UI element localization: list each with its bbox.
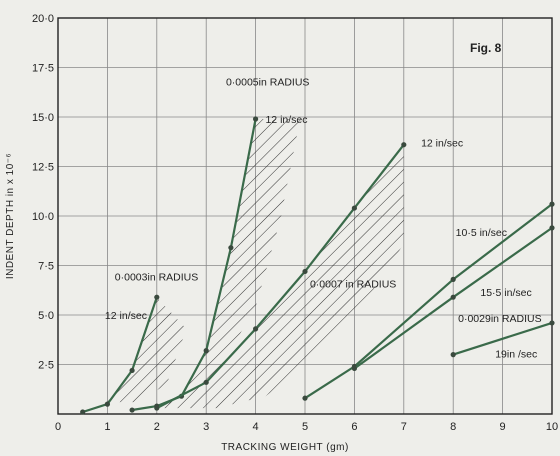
series-1-point-0 [129, 407, 135, 413]
x-tick-label: 0 [55, 421, 61, 433]
annotations: 0·0005in RADIUS 12 in/sec 12 in/sec 10·5 in… [105, 76, 542, 360]
x-tick-label: 7 [401, 421, 407, 433]
series-0-point-1 [104, 401, 110, 407]
y-tick-label: 2·5 [38, 360, 54, 372]
annotation-label-4: 0·0003in RADIUS [115, 271, 198, 283]
series-0-point-3 [154, 294, 160, 300]
x-tick-label: 1 [104, 421, 110, 433]
series-4-point-0 [351, 365, 357, 372]
hatched-regions [102, 119, 404, 410]
series-2-point-5 [401, 142, 407, 148]
x-tick-label: 9 [500, 421, 506, 433]
x-tick-label: 3 [203, 421, 209, 433]
series-2-point-0 [154, 405, 160, 411]
series-2-point-4 [351, 205, 357, 211]
series-1-point-4 [228, 245, 234, 251]
annotation-label-7: 15·5 in/sec [480, 287, 531, 299]
y-axis-label: INDENT DEPTH in x 10⁻⁶ [5, 153, 16, 279]
tick-labels: 0 1 2 3 4 5 6 7 8 9 10 2·5 5·0 7·5 10·0 12·5 15·0 17·5 20·… [32, 13, 558, 433]
series-5-point-1 [549, 320, 555, 326]
series-1-point-3 [203, 348, 209, 354]
x-axis-label: TRACKING WEIGHT (gm) [221, 442, 349, 453]
series-line-0 [82, 296, 158, 414]
series-line-1 [131, 118, 257, 412]
hatched-band-0 [132, 119, 301, 410]
hatched-band-2 [156, 144, 404, 409]
series-line-3 [304, 203, 553, 400]
y-tick-label: 5·0 [38, 310, 54, 322]
series-line-2 [156, 144, 405, 410]
annotation-label-1: 12 in/sec [265, 114, 307, 126]
series-1-point-5 [253, 116, 259, 122]
series-line-5 [452, 321, 553, 356]
series-3-point-3 [549, 201, 555, 207]
y-tick-label: 12·5 [32, 162, 54, 174]
y-tick-label: 7·5 [38, 261, 54, 273]
annotation-label-5: 12 in/sec [105, 310, 147, 322]
plot-frame [57, 17, 553, 415]
series-2-point-3 [302, 268, 308, 275]
series-0-point-2 [129, 367, 135, 374]
y-tick-label: 15·0 [32, 112, 54, 124]
series-5-point-0 [450, 352, 456, 358]
y-tick-label: 10·0 [32, 211, 54, 223]
x-tick-label: 8 [450, 421, 456, 433]
annotation-label-8: 0·0029in RADIUS [458, 313, 541, 325]
series-group [80, 116, 555, 415]
y-tick-label: 20·0 [32, 13, 54, 25]
series-3-point-0 [302, 395, 308, 401]
x-tick-label: 2 [154, 421, 160, 433]
x-tick-label: 5 [302, 421, 308, 433]
series-2-point-2 [253, 326, 259, 332]
chart-title: Fig. 8 [470, 41, 502, 55]
annotation-label-0: 0·0005in RADIUS [226, 76, 309, 88]
annotation-label-2: 12 in/sec [421, 138, 463, 150]
series-0-point-0 [80, 409, 86, 415]
y-tick-label: 17·5 [32, 63, 54, 75]
x-tick-label: 6 [351, 421, 357, 433]
annotation-label-3: 10·5 in/sec [456, 227, 507, 239]
x-tick-label: 10 [546, 421, 558, 433]
annotation-label-6: 0·0007 in RADIUS [310, 278, 396, 290]
annotation-label-9: 19in /sec [495, 349, 537, 361]
hatched-band-1 [102, 297, 187, 403]
x-tick-label: 4 [253, 421, 259, 433]
series-4-point-1 [450, 294, 456, 300]
series-4-point-2 [549, 225, 555, 231]
series-2-point-1 [203, 379, 209, 385]
series-3-point-2 [450, 276, 456, 282]
